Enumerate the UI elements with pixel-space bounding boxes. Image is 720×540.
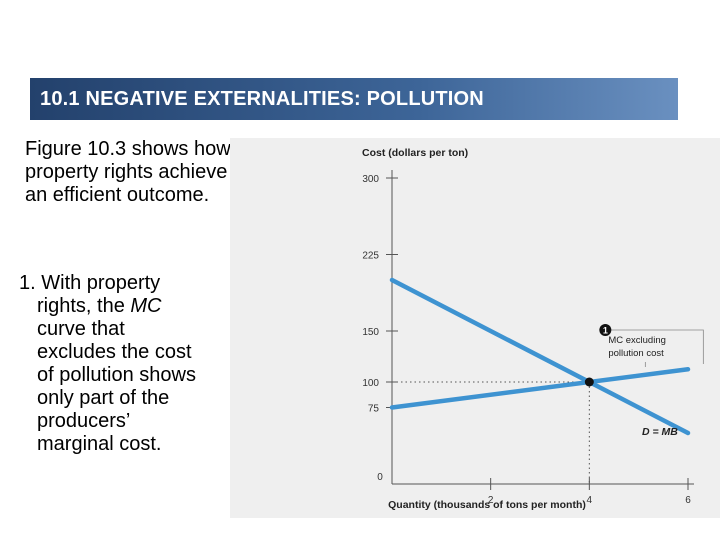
y-tick-label-4: 75 <box>368 404 380 415</box>
x-tick-label-2: 4 <box>587 495 593 506</box>
x-tick-label-3: 6 <box>685 495 691 506</box>
callout-number: 1 <box>603 326 608 336</box>
x-tick-label-0: 0 <box>377 472 383 483</box>
y-axis-label: Cost (dollars per ton) <box>362 147 468 159</box>
explanation-line-1: With property <box>41 272 161 294</box>
chart-panel: Cost (dollars per ton) Quantity (thousan… <box>230 138 720 518</box>
intro-paragraph: Figure 10.3 shows how property rights ac… <box>25 138 231 206</box>
explanation-line-8: marginal cost. <box>37 433 162 455</box>
y-tick-label-0: 300 <box>362 174 379 185</box>
demand-curve <box>389 277 691 436</box>
slide-title: 10.1 NEGATIVE EXTERNALITIES: POLLUTION <box>40 88 484 110</box>
explanation-paragraph: 1. With property rights, the MC curve th… <box>19 272 234 456</box>
callout-frame <box>607 329 704 364</box>
mc-excluding-pollution-curve <box>389 367 691 410</box>
explanation-line-7: producers’ <box>37 410 131 432</box>
explanation-line-3: curve that <box>37 318 125 340</box>
text-block: Figure 10.3 shows how property rights ac… <box>19 138 235 455</box>
y-tick-label-2: 150 <box>362 327 379 338</box>
title-bar: 10.1 NEGATIVE EXTERNALITIES: POLLUTION <box>30 78 678 120</box>
x-tick-label-1: 2 <box>488 495 494 506</box>
explanation-line-6: only part of the <box>37 387 170 409</box>
mc-curve-label-line1: MC excluding <box>608 335 666 346</box>
mc-curve-label-line2: pollution cost <box>608 348 664 359</box>
x-axis-label: Quantity (thousands of tons per month) <box>388 499 586 511</box>
explanation-line-5: of pollution shows <box>37 364 196 386</box>
explanation-line-4: excludes the cost <box>37 341 192 363</box>
explanation-number: 1. <box>19 272 36 294</box>
axes: 300 225 150 100 75 0 2 4 6 <box>362 170 694 506</box>
chart-svg: Cost (dollars per ton) Quantity (thousan… <box>362 147 704 511</box>
demand-curve-label: D = MB <box>642 426 678 438</box>
callout-badge <box>599 324 612 336</box>
y-tick-label-1: 225 <box>362 251 379 262</box>
explanation-line-2: rights, the MC <box>37 295 162 317</box>
mc-italic: MC <box>130 295 162 317</box>
y-tick-label-3: 100 <box>362 378 379 389</box>
marks: 1MC excluding pollution cost D = MB <box>389 277 704 484</box>
equilibrium-point <box>584 377 594 387</box>
